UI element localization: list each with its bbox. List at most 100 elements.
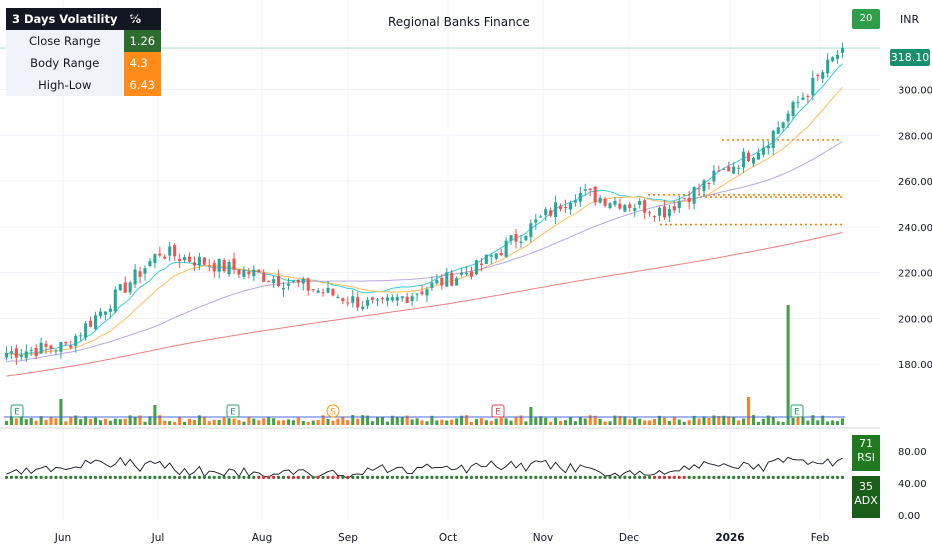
candle-body — [341, 298, 345, 302]
candle-body — [108, 308, 112, 312]
candle-body — [489, 255, 493, 257]
candle-body — [583, 189, 587, 191]
candle-body — [356, 297, 360, 308]
volume-bar — [643, 420, 647, 425]
adx-dot — [163, 475, 167, 479]
volume-bar — [395, 417, 399, 425]
candle-body — [662, 206, 666, 218]
adx-dot — [821, 475, 825, 479]
candle-body — [29, 349, 33, 351]
adx-dot — [420, 475, 424, 479]
adx-dot — [356, 475, 360, 479]
volume-bar — [554, 417, 558, 425]
volume-bar — [237, 420, 241, 425]
adx-dot — [24, 475, 28, 479]
grid-lines — [0, 0, 880, 520]
volume-bar — [811, 415, 815, 425]
adx-dot — [697, 475, 701, 479]
candle-body — [39, 342, 43, 354]
candle-body — [54, 350, 58, 352]
time-tick-label: Aug — [252, 532, 273, 544]
candle-body — [148, 261, 152, 267]
adx-dot — [44, 475, 48, 479]
candle-body — [727, 166, 731, 172]
earnings-marker — [10, 404, 24, 418]
adx-dot — [222, 475, 226, 479]
candle-body — [633, 208, 637, 211]
adx-dot — [207, 475, 211, 479]
candle-body — [158, 253, 162, 256]
candle-body — [504, 240, 508, 257]
volume-bar — [291, 420, 295, 425]
currency-label[interactable]: INR — [900, 13, 920, 26]
candle-body — [712, 170, 716, 182]
candle-body — [771, 130, 775, 148]
candle-body — [811, 77, 815, 96]
adx-dot — [781, 475, 785, 479]
candle-body — [405, 296, 409, 303]
volume-bar — [217, 419, 221, 425]
adx-dot — [529, 475, 533, 479]
candle-body — [465, 272, 469, 275]
adx-dot — [331, 475, 335, 479]
volume-bar — [771, 417, 775, 425]
volume-bar — [281, 420, 286, 425]
candle-body — [831, 57, 835, 62]
last-price-badge: 318.10 — [890, 49, 930, 66]
candle-body — [643, 200, 647, 213]
candle-body — [667, 209, 671, 217]
adx-dot — [460, 475, 464, 479]
adx-dot — [84, 475, 88, 479]
volume-bar — [192, 419, 196, 425]
adx-dot — [801, 475, 805, 479]
adx-dot — [623, 475, 627, 479]
adx-dot — [712, 475, 716, 479]
candle-body — [89, 320, 93, 327]
adx-dot — [316, 475, 320, 479]
volume-bar — [568, 417, 572, 425]
candle-body — [638, 201, 642, 205]
candle-body — [44, 343, 48, 347]
adx-dot — [123, 475, 127, 479]
candle-body — [296, 279, 300, 283]
candle-body — [69, 345, 73, 348]
adx-dot — [14, 475, 18, 479]
volume-bar — [103, 418, 107, 425]
candle-body — [59, 341, 63, 352]
volume-bar — [301, 421, 305, 425]
volume-bar — [133, 416, 137, 425]
volume-bar — [445, 420, 449, 425]
volume-bar — [366, 415, 370, 425]
volume-bar — [296, 417, 300, 425]
event-marker-letter: E — [495, 408, 501, 418]
time-tick-label: Jun — [54, 532, 71, 544]
volume-bar — [657, 415, 662, 425]
candle-body — [19, 355, 23, 357]
candle-body — [618, 203, 622, 209]
adx-dot — [647, 475, 652, 479]
volume-bar — [262, 418, 266, 425]
adx-dot — [326, 475, 330, 479]
time-tick-label: Nov — [533, 532, 554, 544]
volume-bar — [247, 416, 251, 425]
oscillator-pane — [0, 427, 880, 480]
timeframe-badge[interactable]: 20 — [852, 9, 880, 29]
adx-dot — [375, 475, 380, 479]
volume-bar — [9, 416, 13, 425]
adx-dot — [722, 475, 726, 479]
adx-dot — [840, 475, 845, 479]
volume-bar — [836, 420, 840, 425]
volume-bar — [173, 421, 177, 425]
adx-dot — [182, 475, 187, 479]
adx-dot — [667, 475, 671, 479]
volume-bar — [489, 420, 493, 425]
volume-bar — [212, 419, 216, 425]
candle-body — [702, 180, 706, 192]
adx-dot — [192, 475, 197, 479]
volume-bar — [187, 418, 192, 425]
moving-averages — [6, 63, 843, 377]
adx-dot — [88, 475, 93, 479]
adx-dot — [54, 475, 58, 479]
candle-body — [375, 299, 380, 301]
